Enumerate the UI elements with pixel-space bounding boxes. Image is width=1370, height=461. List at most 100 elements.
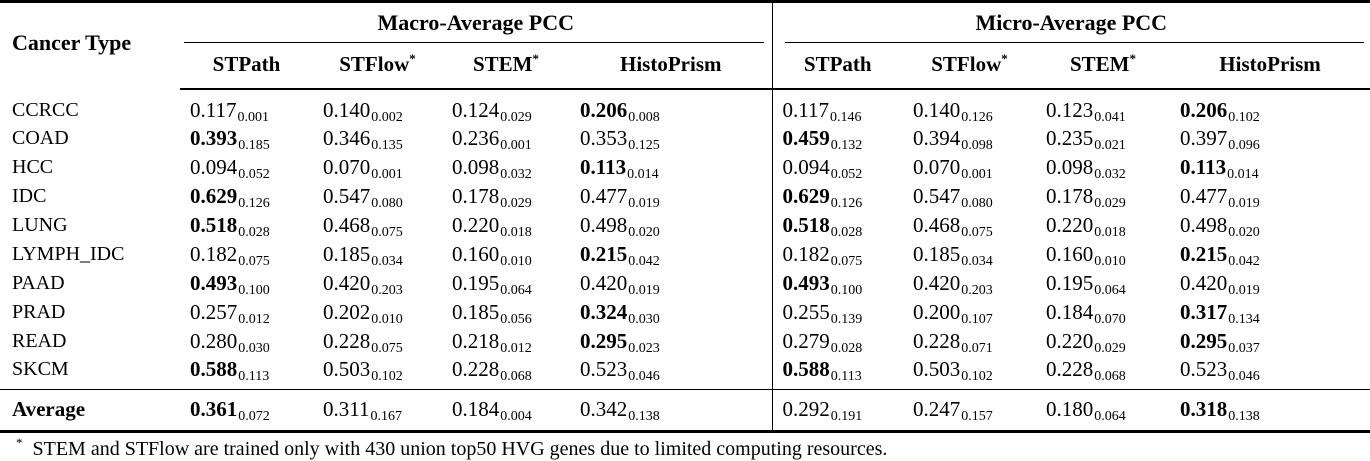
pcc-sd-subscript: 0.046	[628, 369, 660, 384]
pcc-sd-subscript: 0.001	[961, 167, 993, 182]
pcc-sd-subscript: 0.014	[1227, 167, 1259, 182]
pcc-value: 0.206	[580, 98, 627, 122]
macro-average-group-label: Macro-Average PCC	[180, 3, 772, 42]
method-header-stem: STEM*	[442, 43, 570, 89]
cancer-type-cell: HCC	[0, 153, 180, 182]
pcc-value: 0.123	[1046, 98, 1093, 122]
value-cell: 0.1170.146	[772, 89, 903, 124]
pcc-value: 0.295	[1180, 329, 1227, 353]
value-cell: 0.3930.185	[180, 124, 313, 153]
pcc-sd-subscript: 0.138	[628, 409, 660, 424]
value-cell: 0.5230.046	[570, 356, 772, 390]
pcc-value: 0.503	[913, 357, 960, 381]
cancer-type-cell: CCRCC	[0, 89, 180, 124]
pcc-sd-subscript: 0.071	[961, 341, 993, 356]
value-cell: 0.5230.046	[1170, 356, 1370, 390]
value-cell: 0.0940.052	[772, 153, 903, 182]
value-cell: 0.1130.014	[570, 153, 772, 182]
table-footnote: *STEM and STFlow are trained only with 4…	[0, 433, 1370, 461]
pcc-sd-subscript: 0.018	[500, 225, 532, 240]
pcc-value: 0.070	[913, 155, 960, 179]
value-cell: 0.5880.113	[180, 356, 313, 390]
value-cell: 0.5030.102	[313, 356, 442, 390]
pcc-sd-subscript: 0.075	[238, 254, 270, 269]
pcc-value: 0.180	[1046, 397, 1093, 421]
method-asterisk-marker: *	[409, 51, 416, 66]
pcc-value: 0.394	[913, 126, 960, 150]
value-cell: 0.1950.064	[1036, 269, 1170, 298]
value-cell: 0.4200.203	[313, 269, 442, 298]
value-cell: 0.2550.139	[772, 298, 903, 327]
value-cell: 0.1780.029	[442, 182, 570, 211]
pcc-sd-subscript: 0.029	[1094, 196, 1126, 211]
pcc-value: 0.629	[190, 184, 237, 208]
method-header-stpath: STPath	[772, 43, 903, 89]
cancer-type-cell: LYMPH_IDC	[0, 240, 180, 269]
pcc-value: 0.468	[913, 213, 960, 237]
value-cell: 0.3180.138	[1170, 390, 1370, 432]
value-cell: 0.3460.135	[313, 124, 442, 153]
value-cell: 0.6290.126	[772, 182, 903, 211]
pcc-sd-subscript: 0.010	[371, 312, 403, 327]
value-cell: 0.1840.070	[1036, 298, 1170, 327]
pcc-sd-subscript: 0.019	[1228, 283, 1260, 298]
pcc-value: 0.280	[190, 329, 237, 353]
value-cell: 0.1130.014	[1170, 153, 1370, 182]
pcc-value: 0.178	[1046, 184, 1093, 208]
pcc-sd-subscript: 0.010	[500, 254, 532, 269]
pcc-value: 0.215	[1180, 242, 1227, 266]
pcc-value: 0.200	[913, 300, 960, 324]
pcc-value: 0.195	[1046, 271, 1093, 295]
value-cell: 0.2280.068	[442, 356, 570, 390]
pcc-value: 0.588	[190, 357, 237, 381]
pcc-value: 0.185	[913, 242, 960, 266]
pcc-value: 0.353	[580, 126, 627, 150]
pcc-sd-subscript: 0.100	[831, 283, 863, 298]
pcc-sd-subscript: 0.102	[961, 369, 993, 384]
pcc-value: 0.184	[1046, 300, 1093, 324]
pcc-value: 0.182	[783, 242, 830, 266]
value-cell: 0.2200.029	[1036, 327, 1170, 356]
method-asterisk-marker: *	[1130, 51, 1137, 66]
pcc-sd-subscript: 0.134	[1228, 312, 1260, 327]
pcc-sd-subscript: 0.068	[500, 369, 532, 384]
pcc-sd-subscript: 0.135	[371, 138, 403, 153]
pcc-sd-subscript: 0.029	[500, 196, 532, 211]
value-cell: 0.1850.034	[313, 240, 442, 269]
value-cell: 0.1820.075	[180, 240, 313, 269]
pcc-value: 0.228	[1046, 357, 1093, 381]
pcc-value: 0.160	[452, 242, 499, 266]
method-header-stflow: STFlow*	[903, 43, 1036, 89]
value-cell: 0.2360.001	[442, 124, 570, 153]
value-cell: 0.2180.012	[442, 327, 570, 356]
method-header-histoprism: HistoPrism	[1170, 43, 1370, 89]
value-cell: 0.4930.100	[180, 269, 313, 298]
pcc-sd-subscript: 0.010	[1094, 254, 1126, 269]
pcc-value: 0.236	[452, 126, 499, 150]
pcc-sd-subscript: 0.037	[1228, 341, 1260, 356]
pcc-sd-subscript: 0.080	[371, 196, 403, 211]
pcc-sd-subscript: 0.034	[961, 254, 993, 269]
pcc-sd-subscript: 0.020	[1228, 225, 1260, 240]
pcc-value: 0.477	[1180, 184, 1227, 208]
value-cell: 0.2470.157	[903, 390, 1036, 432]
pcc-sd-subscript: 0.070	[1094, 312, 1126, 327]
pcc-sd-subscript: 0.075	[831, 254, 863, 269]
pcc-value: 0.295	[580, 329, 627, 353]
value-cell: 0.2790.028	[772, 327, 903, 356]
value-cell: 0.2280.075	[313, 327, 442, 356]
pcc-sd-subscript: 0.008	[628, 110, 660, 125]
pcc-value: 0.547	[913, 184, 960, 208]
value-cell: 0.1840.004	[442, 390, 570, 432]
pcc-value: 0.124	[452, 98, 499, 122]
pcc-value: 0.317	[1180, 300, 1227, 324]
cancer-type-cell: LUNG	[0, 211, 180, 240]
pcc-sd-subscript: 0.012	[500, 341, 532, 356]
value-cell: 0.3420.138	[570, 390, 772, 432]
pcc-sd-subscript: 0.157	[961, 409, 993, 424]
value-cell: 0.1230.041	[1036, 89, 1170, 124]
pcc-sd-subscript: 0.132	[831, 138, 863, 153]
value-cell: 0.3240.030	[570, 298, 772, 327]
